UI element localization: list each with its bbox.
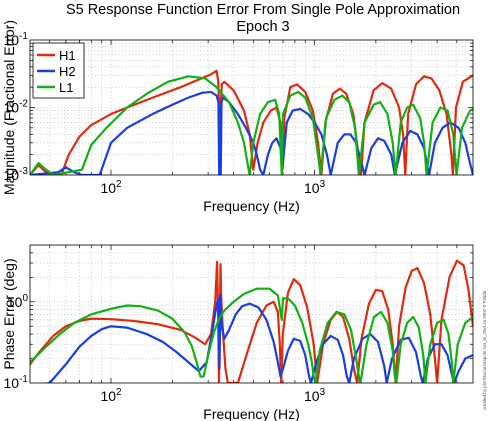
plot-frame <box>29 244 474 384</box>
x-tick-label-base: 10 <box>100 180 116 196</box>
x-tick-label-exponent: 3 <box>320 179 326 190</box>
credit-text: created by plotS5sourcespole run_in_s5v1… <box>482 290 487 410</box>
series-line-h1 <box>30 259 473 383</box>
series-group <box>30 259 473 383</box>
legend-label-l1: L1 <box>59 80 73 95</box>
y-tick-label-exponent: -1 <box>19 374 28 385</box>
y-axis-label: Magnitude (Fractional Error) <box>1 20 17 195</box>
x-tick-label-base: 10 <box>100 388 116 404</box>
series-line-l1 <box>30 287 473 383</box>
x-tick-label-base: 10 <box>304 180 320 196</box>
series-line-h2 <box>43 294 473 383</box>
legend-label-h1: H1 <box>59 48 76 63</box>
x-tick-label: 103 <box>304 387 326 404</box>
x-tick-label: 102 <box>100 387 122 404</box>
y-tick-label: 100 <box>7 293 29 310</box>
x-tick-label: 102 <box>100 179 122 196</box>
y-tick-label-exponent: -3 <box>19 166 28 177</box>
y-tick-label-base: 10 <box>4 375 20 391</box>
series-line-l1 <box>30 75 473 175</box>
y-tick-label-base: 10 <box>4 32 20 48</box>
figure-subtitle: Epoch 3 <box>236 19 289 35</box>
figure-title: S5 Response Function Error From Single P… <box>66 2 460 18</box>
series-group <box>30 69 473 175</box>
x-tick-label-base: 10 <box>304 388 320 404</box>
x-axis-label: Frequency (Hz) <box>203 406 299 421</box>
legend-label-h2: H2 <box>59 64 76 79</box>
x-tick-label-exponent: 2 <box>116 387 122 398</box>
y-tick-label: 10-1 <box>4 374 29 391</box>
x-tick-label-exponent: 3 <box>320 387 326 398</box>
y-tick-label-exponent: -1 <box>19 31 28 42</box>
y-tick-label: 10-1 <box>4 31 29 48</box>
y-tick-label-base: 10 <box>4 167 20 183</box>
y-tick-label-exponent: -2 <box>19 99 28 110</box>
y-tick-label-exponent: 0 <box>22 293 28 304</box>
y-tick-label-base: 10 <box>4 100 20 116</box>
y-tick-label: 10-3 <box>4 166 29 183</box>
x-tick-label: 103 <box>304 179 326 196</box>
y-axis-label: Phase Error (deg) <box>1 258 17 369</box>
x-axis-label: Frequency (Hz) <box>203 198 299 214</box>
x-tick-label-exponent: 2 <box>116 179 122 190</box>
plot-frame <box>29 39 474 176</box>
y-tick-label: 10-2 <box>4 99 29 116</box>
y-tick-label-base: 10 <box>7 294 23 310</box>
